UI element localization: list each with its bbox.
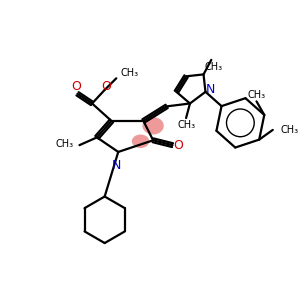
Text: O: O (173, 139, 183, 152)
Text: CH₃: CH₃ (56, 139, 74, 149)
Text: O: O (72, 80, 82, 92)
Ellipse shape (142, 117, 164, 134)
Text: O: O (102, 80, 112, 92)
Text: CH₃: CH₃ (248, 90, 266, 100)
Text: CH₃: CH₃ (204, 61, 222, 72)
Text: CH₃: CH₃ (120, 68, 138, 78)
Text: CH₃: CH₃ (280, 125, 298, 135)
Text: N: N (112, 159, 121, 172)
Text: CH₃: CH₃ (177, 120, 195, 130)
Ellipse shape (132, 134, 149, 148)
Text: N: N (206, 83, 215, 96)
